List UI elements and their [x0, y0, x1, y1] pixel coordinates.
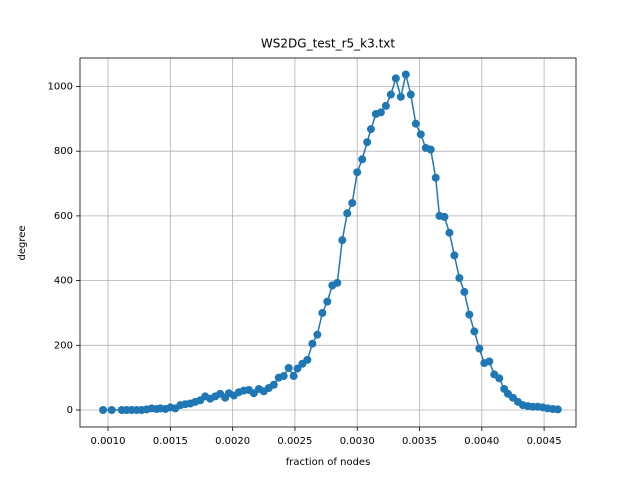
x-tick-label: 0.0010 — [91, 436, 126, 447]
data-point — [475, 344, 484, 353]
data-point — [495, 374, 504, 383]
y-tick-label: 1000 — [48, 81, 73, 92]
y-tick-label: 600 — [54, 211, 73, 222]
plot-frame — [79, 57, 577, 428]
y-tick-label: 0 — [67, 405, 73, 416]
data-point — [363, 138, 372, 147]
x-tick-label: 0.0045 — [527, 436, 562, 447]
data-point — [465, 310, 474, 319]
x-tick-label: 0.0020 — [215, 436, 250, 447]
x-tick-label: 0.0015 — [153, 436, 188, 447]
data-point — [353, 168, 362, 177]
data-point — [431, 173, 440, 182]
y-tick-label: 800 — [54, 146, 73, 157]
data-point — [391, 74, 400, 83]
data-point — [269, 380, 278, 389]
y-axis-label: degree — [17, 225, 28, 260]
data-point — [348, 198, 357, 207]
data-point — [338, 236, 347, 245]
data-point — [318, 308, 327, 317]
data-point — [289, 372, 298, 381]
data-point — [333, 278, 342, 287]
data-point — [455, 274, 464, 283]
data-point — [366, 125, 375, 134]
data-point — [411, 119, 420, 128]
data-point — [416, 130, 425, 139]
data-point — [470, 327, 479, 336]
data-point — [323, 297, 332, 306]
data-point — [308, 339, 317, 348]
data-point — [450, 251, 459, 260]
data-point — [279, 372, 288, 381]
x-tick-label: 0.0035 — [402, 436, 437, 447]
y-tick-label: 400 — [54, 276, 73, 287]
data-point — [284, 363, 293, 372]
data-point — [358, 155, 367, 164]
data-point — [396, 92, 405, 101]
data-point — [426, 145, 435, 154]
data-point — [401, 70, 410, 79]
x-axis-label: fraction of nodes — [286, 457, 371, 468]
y-tick-label: 200 — [54, 340, 73, 351]
data-point — [99, 406, 108, 415]
data-point — [406, 90, 415, 99]
data-point — [293, 364, 302, 373]
x-tick-label: 0.0025 — [277, 436, 312, 447]
data-point — [445, 228, 454, 237]
data-point — [553, 405, 562, 414]
chart-title: WS2DG_test_r5_k3.txt — [261, 37, 395, 51]
data-point — [386, 90, 395, 99]
x-tick-label: 0.0030 — [340, 436, 375, 447]
data-point — [303, 355, 312, 364]
data-point — [376, 108, 385, 117]
data-point — [381, 101, 390, 110]
data-point — [107, 406, 116, 415]
x-tick-label: 0.0040 — [464, 436, 499, 447]
data-point — [485, 357, 494, 366]
data-point — [440, 212, 449, 221]
data-point — [313, 330, 322, 339]
data-point — [343, 209, 352, 218]
data-point — [460, 287, 469, 296]
